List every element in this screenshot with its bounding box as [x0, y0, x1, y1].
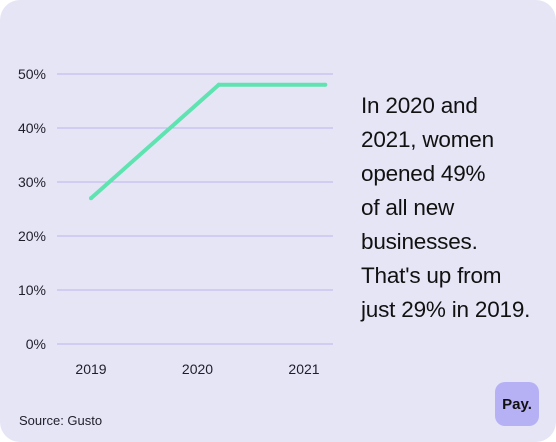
headline-line: In 2020 and [361, 93, 478, 118]
headline-line: of all new [361, 195, 455, 220]
headline-line: opened 49% [361, 161, 486, 186]
headline-text: In 2020 and 2021, women opened 49% of al… [361, 89, 551, 327]
x-tick-label: 2019 [75, 361, 106, 377]
pay-logo-text: Pay. [502, 395, 532, 413]
data-point [216, 82, 221, 87]
x-tick-label: 2021 [288, 361, 319, 377]
y-tick-label: 0% [26, 336, 46, 352]
headline-line: That's up from [361, 263, 502, 288]
y-tick-label: 10% [18, 282, 46, 298]
y-tick-label: 40% [18, 120, 46, 136]
headline-line: businesses. [361, 229, 478, 254]
headline-line: 2021, women [361, 127, 494, 152]
source-note: Source: Gusto [19, 413, 103, 428]
data-point [323, 82, 328, 87]
series-line [89, 82, 326, 200]
x-tick-label: 2020 [182, 361, 213, 377]
data-point [89, 196, 93, 201]
y-tick-label: 30% [18, 174, 46, 190]
y-tick-label: 20% [18, 228, 46, 244]
pay-logo: Pay. [495, 382, 539, 426]
y-tick-label: 50% [18, 66, 46, 82]
headline-line: just 29% in 2019. [361, 297, 531, 322]
